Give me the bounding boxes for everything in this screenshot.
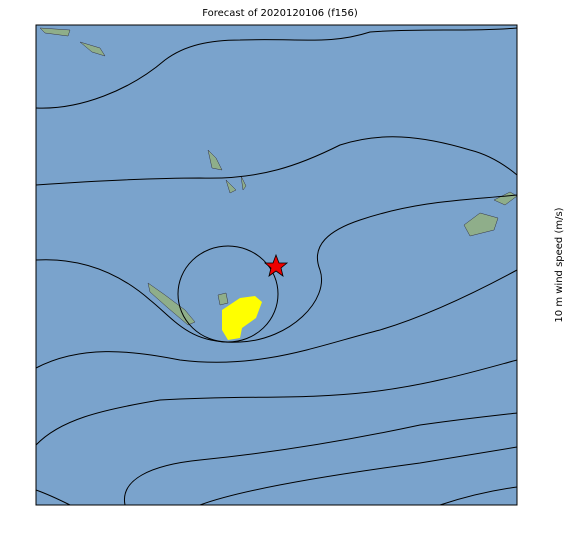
storm-marker <box>263 253 289 277</box>
contours <box>35 27 518 506</box>
wind-patch <box>222 296 262 340</box>
colorbar-label: 10 m wind speed (m/s) <box>554 207 565 322</box>
title: Forecast of 2020120106 (f156) <box>202 8 358 19</box>
islands <box>39 27 518 326</box>
map-frame <box>35 24 518 506</box>
map <box>35 24 518 506</box>
